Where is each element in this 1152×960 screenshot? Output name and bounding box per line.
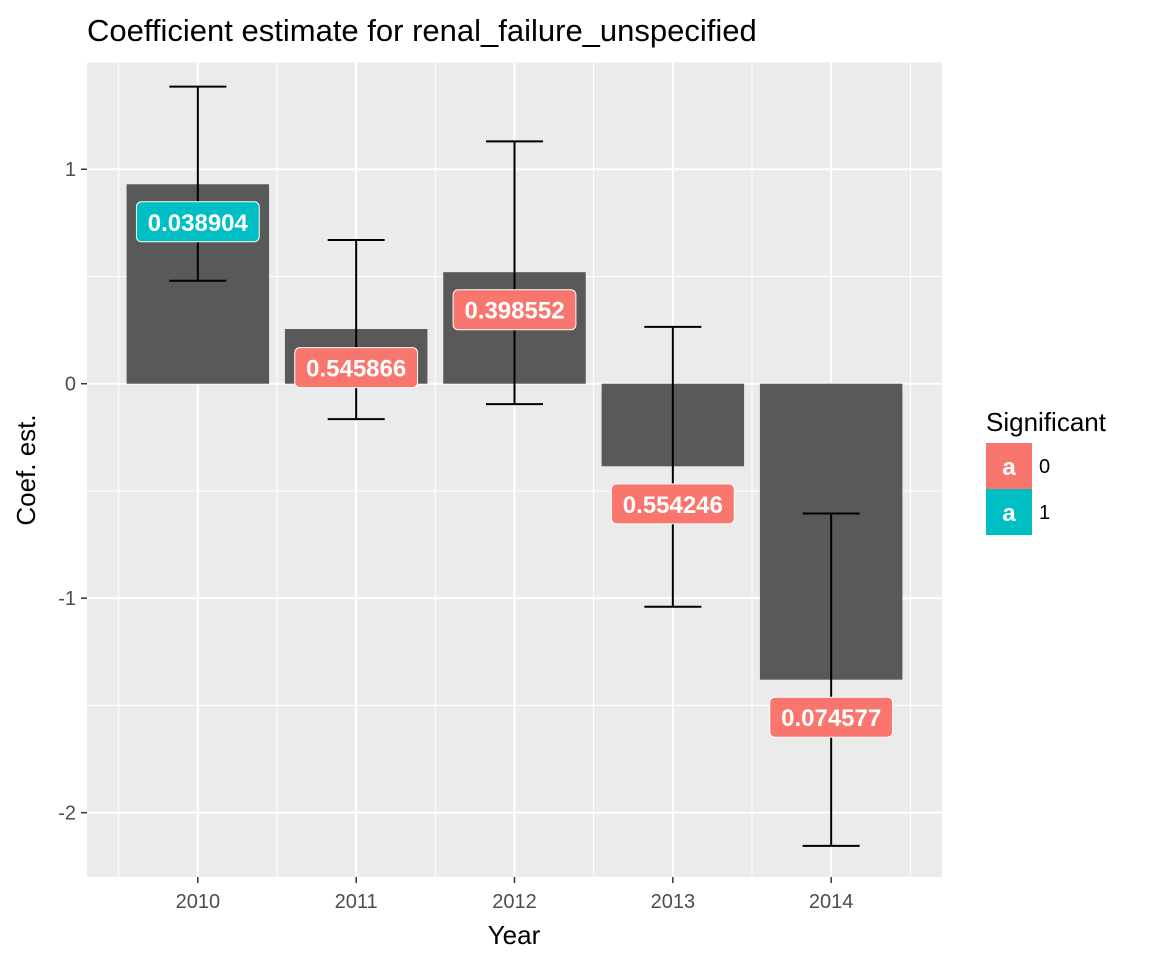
data-label-text: 0.554246: [623, 492, 723, 519]
data-labels: 0.038904 0.545866 0.398552 0.554246 0.074577: [135, 201, 894, 738]
legend-key-glyph: a: [1002, 500, 1016, 527]
x-axis: 2010 2011 2012 2013 2014: [176, 877, 854, 913]
data-label-box: [452, 289, 577, 331]
x-tick-label: 2014: [809, 891, 854, 913]
legend-label: 0: [1039, 456, 1050, 478]
legend-title: Significant: [986, 407, 1107, 437]
error-bars: [169, 85, 860, 847]
data-label-box: [769, 696, 894, 738]
x-tick-label: 2011: [335, 891, 378, 913]
data-label-text: 0.398552: [464, 298, 564, 325]
data-label-2013: 0.554246: [610, 483, 735, 525]
data-label-2011: 0.545866: [294, 347, 419, 389]
data-label-text: 0.038904: [148, 210, 249, 237]
data-label-box: [610, 483, 735, 525]
x-tick-label: 2012: [492, 891, 537, 913]
data-label-2014: 0.074577: [769, 696, 894, 738]
data-label-2010: 0.038904: [135, 201, 260, 243]
y-tick-label: 1: [65, 159, 76, 181]
chart-title: Coefficient estimate for renal_failure_u…: [87, 13, 757, 48]
x-axis-title: Year: [488, 920, 541, 950]
error-bar-2014: [802, 512, 860, 847]
error-bar-2010: [169, 85, 227, 282]
data-label-text: 0.074577: [781, 705, 881, 732]
y-axis: -2 -1 0 1: [58, 159, 87, 825]
legend-key: [986, 443, 1032, 489]
data-label-box: [135, 201, 260, 243]
y-tick-label: -1: [58, 588, 76, 610]
y-axis-title: Coef. est.: [11, 414, 41, 525]
legend-key: [986, 489, 1032, 535]
error-bar-2012: [486, 140, 543, 406]
x-tick-label: 2013: [651, 891, 696, 913]
y-tick-label: 0: [65, 374, 76, 396]
error-bar-2011: [327, 239, 385, 421]
error-bar-2013: [644, 325, 702, 608]
legend: Significant a 0a 1: [986, 407, 1107, 535]
x-tick-label: 2010: [176, 891, 221, 913]
legend-label: 1: [1039, 502, 1050, 524]
data-label-box: [294, 347, 419, 389]
y-tick-label: -2: [58, 803, 76, 825]
data-label-2012: 0.398552: [452, 289, 577, 331]
data-label-text: 0.545866: [306, 356, 406, 383]
legend-key-glyph: a: [1002, 454, 1016, 481]
